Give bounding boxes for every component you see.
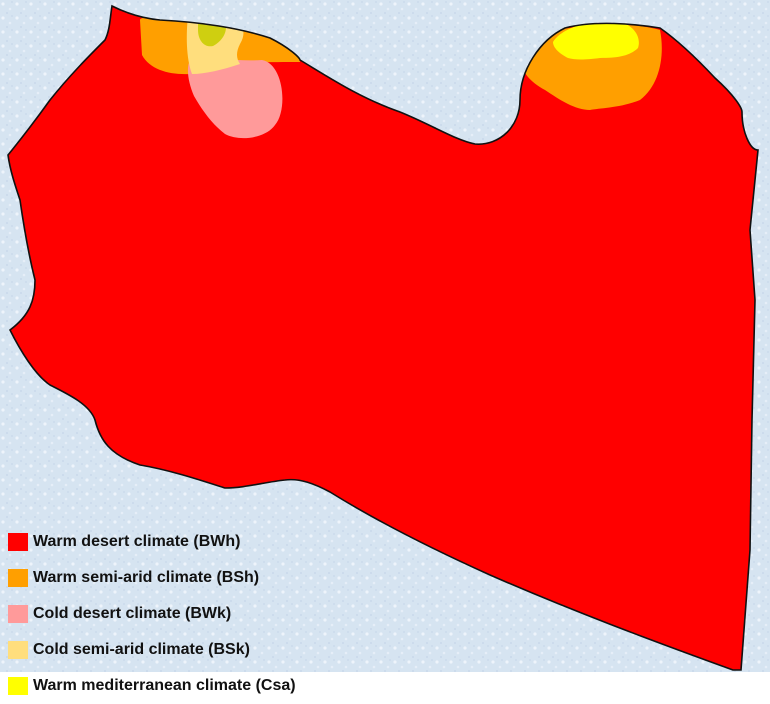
- legend-swatch: [8, 533, 28, 551]
- legend: Warm desert climate (BWh) Warm semi-arid…: [8, 524, 428, 704]
- legend-swatch: [8, 605, 28, 623]
- legend-swatch: [8, 641, 28, 659]
- legend-swatch: [8, 569, 28, 587]
- warm-mediterranean-region-east: [553, 20, 639, 60]
- climate-map: [0, 0, 770, 672]
- legend-label: Warm semi-arid climate (BSh): [33, 569, 260, 586]
- warm-desert-region: [8, 6, 758, 670]
- legend-item-warm-mediterranean: Warm mediterranean climate (Csa): [8, 668, 428, 704]
- legend-label: Warm mediterranean climate (Csa): [33, 677, 296, 694]
- country-border: [7, 4, 759, 671]
- legend-label: Cold desert climate (BWk): [33, 605, 232, 622]
- legend-item-warm-desert: Warm desert climate (BWh): [8, 524, 428, 560]
- legend-swatch: [8, 677, 28, 695]
- legend-item-cold-desert: Cold desert climate (BWk): [8, 596, 428, 632]
- legend-label: Cold semi-arid climate (BSk): [33, 641, 250, 658]
- legend-label: Warm desert climate (BWh): [33, 533, 241, 550]
- legend-item-warm-semi-arid: Warm semi-arid climate (BSh): [8, 560, 428, 596]
- cold-desert-region: [187, 58, 283, 139]
- legend-item-cold-semi-arid: Cold semi-arid climate (BSk): [8, 632, 428, 668]
